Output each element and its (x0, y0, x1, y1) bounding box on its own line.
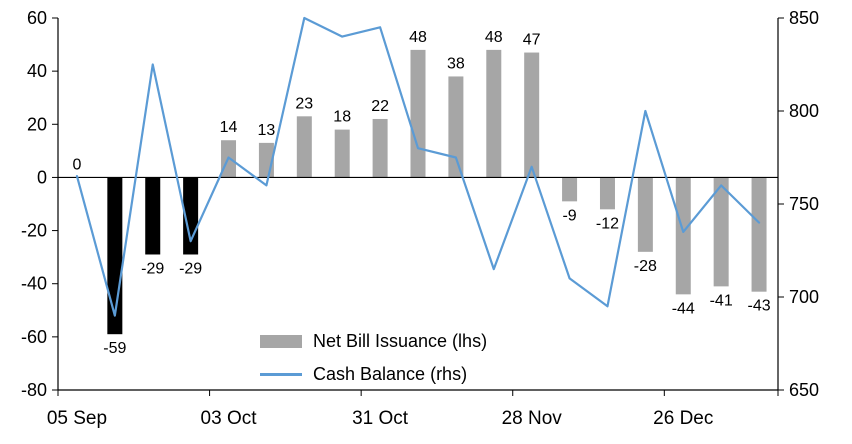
bar-value-label: -43 (747, 298, 770, 315)
chart-legend: Net Bill Issuance (lhs) Cash Balance (rh… (260, 330, 487, 385)
bar-value-label: -29 (141, 260, 164, 277)
bar (372, 118, 388, 178)
x-axis-tick-label: 28 Nov (502, 408, 563, 429)
bar (562, 177, 578, 202)
bar-value-label: 38 (447, 55, 465, 72)
bar-value-label: -9 (562, 207, 576, 224)
bar (448, 76, 464, 178)
x-axis-tick-label: 26 Dec (653, 408, 713, 429)
bar (713, 177, 729, 287)
bar (296, 116, 312, 178)
bar-value-label: -41 (710, 292, 733, 309)
bar-value-label: 0 (72, 156, 81, 173)
right-axis-tick-label: 850 (789, 8, 819, 28)
left-axis-tick-label: -60 (21, 327, 47, 347)
bar-value-label: -28 (634, 258, 657, 275)
x-axis-tick-label: 31 Oct (352, 408, 409, 429)
left-axis-tick-label: -80 (21, 380, 47, 400)
bar-value-label: 18 (333, 109, 351, 126)
legend-item-net-bill-issuance: Net Bill Issuance (lhs) (260, 330, 487, 352)
bar-value-label: 14 (220, 119, 238, 136)
bar (145, 177, 161, 255)
bar (637, 177, 653, 252)
right-axis-tick-label: 700 (789, 287, 819, 307)
bar-value-label: 13 (258, 122, 276, 139)
bar-value-label: 48 (409, 29, 427, 46)
bar-value-label: 23 (295, 95, 313, 112)
left-axis-tick-label: 20 (27, 114, 47, 134)
bar-value-label: -59 (103, 340, 126, 357)
bar-value-label: 48 (485, 29, 503, 46)
cash-balance-line (75, 16, 761, 317)
left-axis-tick-label: -40 (21, 274, 47, 294)
x-axis-tick-label: 05 Sep (47, 408, 107, 429)
left-axis-tick-label: -20 (21, 221, 47, 241)
bar (334, 129, 350, 178)
legend-item-cash-balance: Cash Balance (rhs) (260, 363, 487, 385)
bar-value-label: -12 (596, 215, 619, 232)
bar (599, 177, 615, 210)
x-axis-tick-label: 03 Oct (201, 408, 258, 429)
bar (524, 52, 540, 178)
legend-bar-swatch (260, 334, 302, 348)
legend-label-cash-balance: Cash Balance (rhs) (313, 363, 468, 384)
bar-value-label: 47 (523, 32, 541, 49)
left-axis-tick-label: 0 (37, 167, 47, 187)
bar (675, 177, 691, 295)
bar-value-label: 22 (371, 98, 389, 115)
bar-value-label: -29 (179, 260, 202, 277)
bar-value-label: -44 (672, 300, 695, 317)
bar (486, 49, 502, 178)
right-axis-tick-label: 750 (789, 194, 819, 214)
left-axis-tick-label: 60 (27, 8, 47, 28)
right-axis-tick-label: 800 (789, 101, 819, 121)
bar (410, 49, 426, 178)
legend-line-swatch (260, 372, 302, 376)
left-axis-tick-label: 40 (27, 61, 47, 81)
right-axis-tick-label: 650 (789, 380, 819, 400)
legend-label-net-bill-issuance: Net Bill Issuance (lhs) (313, 330, 488, 351)
bar (751, 177, 767, 292)
